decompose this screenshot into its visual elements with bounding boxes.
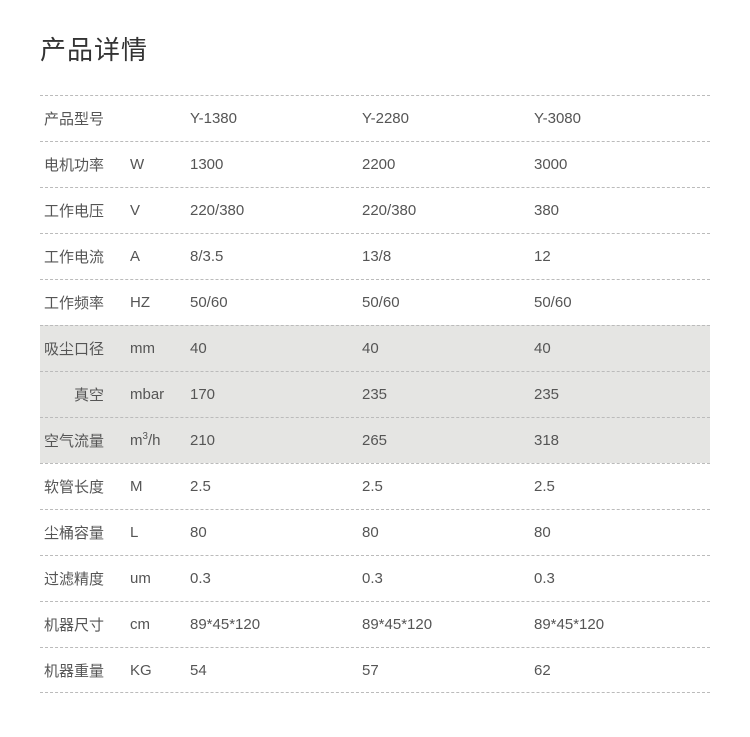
row-value-2: 220/380 (362, 202, 534, 219)
row-unit: L (130, 524, 190, 541)
row-value-2: 50/60 (362, 294, 534, 311)
row-label: 机器重量 (40, 660, 130, 681)
row-value-1: Y-1380 (190, 110, 362, 127)
table-row: 空气流量m3/h210265318 (40, 417, 710, 463)
row-value-2: 89*45*120 (362, 616, 534, 633)
row-value-1: 0.3 (190, 570, 362, 587)
row-unit: A (130, 248, 190, 265)
row-value-3: 62 (534, 662, 706, 679)
page-title: 产品详情 (40, 30, 710, 67)
row-unit: KG (130, 662, 190, 679)
row-value-2: 265 (362, 432, 534, 449)
table-row: 真空mbar170235235 (40, 371, 710, 417)
row-value-3: 318 (534, 432, 706, 449)
row-value-3: 0.3 (534, 570, 706, 587)
row-value-3: 50/60 (534, 294, 706, 311)
row-label: 软管长度 (40, 476, 130, 497)
table-row: 工作电流A8/3.513/812 (40, 233, 710, 279)
row-unit: um (130, 570, 190, 587)
row-unit: M (130, 478, 190, 495)
table-row: 电机功率W130022003000 (40, 141, 710, 187)
row-value-2: 2.5 (362, 478, 534, 495)
table-row: 尘桶容量L808080 (40, 509, 710, 555)
row-value-1: 54 (190, 662, 362, 679)
row-unit: mbar (130, 386, 190, 403)
row-value-3: 12 (534, 248, 706, 265)
table-row: 机器重量KG545762 (40, 647, 710, 693)
row-label: 机器尺寸 (40, 614, 130, 635)
row-value-1: 50/60 (190, 294, 362, 311)
row-value-3: 40 (534, 340, 706, 357)
row-value-3: 80 (534, 524, 706, 541)
table-row: 工作频率HZ50/6050/6050/60 (40, 279, 710, 325)
row-value-1: 2.5 (190, 478, 362, 495)
row-value-3: Y-3080 (534, 110, 706, 127)
row-value-1: 210 (190, 432, 362, 449)
row-unit: HZ (130, 294, 190, 311)
row-value-1: 220/380 (190, 202, 362, 219)
row-label: 产品型号 (40, 108, 130, 129)
row-label: 吸尘口径 (40, 338, 130, 359)
row-value-2: 0.3 (362, 570, 534, 587)
row-value-3: 235 (534, 386, 706, 403)
row-unit: W (130, 156, 190, 173)
row-value-2: 57 (362, 662, 534, 679)
table-row: 吸尘口径mm404040 (40, 325, 710, 371)
row-value-2: 2200 (362, 156, 534, 173)
row-label: 工作频率 (40, 292, 130, 313)
row-unit: m3/h (130, 432, 190, 449)
row-value-1: 80 (190, 524, 362, 541)
row-unit: cm (130, 616, 190, 633)
table-row: 软管长度M2.52.52.5 (40, 463, 710, 509)
row-value-2: 235 (362, 386, 534, 403)
row-label: 真空 (40, 384, 130, 405)
spec-table: 产品型号Y-1380Y-2280Y-3080电机功率W130022003000工… (40, 95, 710, 693)
row-value-2: 13/8 (362, 248, 534, 265)
row-label: 电机功率 (40, 154, 130, 175)
table-row: 工作电压V220/380220/380380 (40, 187, 710, 233)
row-label: 过滤精度 (40, 568, 130, 589)
row-label: 工作电流 (40, 246, 130, 267)
row-value-2: Y-2280 (362, 110, 534, 127)
row-value-2: 40 (362, 340, 534, 357)
row-value-1: 8/3.5 (190, 248, 362, 265)
row-value-2: 80 (362, 524, 534, 541)
row-value-1: 40 (190, 340, 362, 357)
row-unit: V (130, 202, 190, 219)
row-value-1: 170 (190, 386, 362, 403)
row-value-3: 89*45*120 (534, 616, 706, 633)
table-row: 机器尺寸cm89*45*12089*45*12089*45*120 (40, 601, 710, 647)
row-label: 空气流量 (40, 430, 130, 451)
row-label: 工作电压 (40, 200, 130, 221)
table-row: 产品型号 Y-1380Y-2280Y-3080 (40, 95, 710, 141)
table-row: 过滤精度um0.30.30.3 (40, 555, 710, 601)
row-value-3: 380 (534, 202, 706, 219)
row-label: 尘桶容量 (40, 522, 130, 543)
row-value-1: 89*45*120 (190, 616, 362, 633)
row-value-3: 3000 (534, 156, 706, 173)
row-value-1: 1300 (190, 156, 362, 173)
row-unit: mm (130, 340, 190, 357)
row-value-3: 2.5 (534, 478, 706, 495)
